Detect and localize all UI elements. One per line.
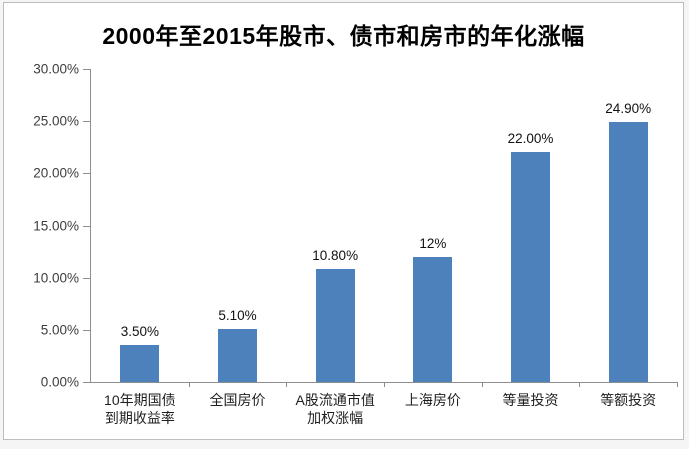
x-axis-category: 等量投资 xyxy=(502,392,559,408)
x-axis-tick xyxy=(579,382,581,387)
bar-value-label: 24.90% xyxy=(605,101,652,116)
y-axis-label: 0.00% xyxy=(40,374,79,390)
y-axis-label: 10.00% xyxy=(33,270,79,286)
bar-value-label: 10.80% xyxy=(312,248,359,263)
x-axis-tick xyxy=(286,382,288,387)
bar xyxy=(510,152,551,382)
y-axis-tick xyxy=(83,329,90,331)
bar-value-label: 12% xyxy=(419,236,447,251)
y-axis-tick xyxy=(83,382,90,383)
bar-value-label: 22.00% xyxy=(507,131,554,146)
bar xyxy=(315,269,355,382)
bar xyxy=(413,257,453,382)
y-axis-tick xyxy=(83,121,90,123)
x-axis-category: 10年期国债 到期收益率 xyxy=(104,392,176,426)
bar-slot: 24.90% xyxy=(579,69,677,382)
chart-canvas: 2000年至2015年股市、债市和房市的年化涨幅 30.00% 25.00% 2… xyxy=(3,2,684,440)
y-axis-label: 5.00% xyxy=(40,322,79,338)
plot-area: 30.00% 25.00% 20.00% 15.00% 10.00% 5.00%… xyxy=(33,62,678,426)
bar xyxy=(608,122,648,382)
y-axis-tick xyxy=(83,225,90,227)
bar-slot: 12% xyxy=(384,69,482,382)
x-axis-category: 等额投资 xyxy=(600,392,657,408)
y-axis-tick xyxy=(83,69,90,70)
x-axis-tick xyxy=(481,382,483,387)
x-axis-tick xyxy=(188,382,190,387)
x-axis-tick xyxy=(384,382,385,387)
bar-value-label: 3.50% xyxy=(120,324,159,339)
y-axis-label: 30.00% xyxy=(33,61,79,77)
x-axis-category: A股流通市值 加权涨幅 xyxy=(295,392,375,426)
bar xyxy=(217,329,258,382)
bar-slot: 3.50% xyxy=(91,69,189,382)
bar xyxy=(120,345,160,382)
y-axis-label: 15.00% xyxy=(33,218,79,233)
y-axis-label: 20.00% xyxy=(33,165,79,181)
y-axis-label: 25.00% xyxy=(33,113,79,129)
bars-row: 3.50% 5.10% 10.80% 12% 22.00% xyxy=(91,69,677,382)
bar-slot: 22.00% xyxy=(482,69,580,382)
x-axis-category-row: 10年期国债 到期收益率 全国房价 A股流通市值 加权涨幅 上海房价 等量投资 … xyxy=(91,391,677,427)
bar-value-label: 5.10% xyxy=(218,308,257,323)
bar-slot: 10.80% xyxy=(286,69,384,382)
y-axis-tick xyxy=(83,277,90,279)
y-axis-tick xyxy=(83,173,90,175)
chart-title: 2000年至2015年股市、债市和房市的年化涨幅 xyxy=(102,23,585,49)
x-axis-category: 全国房价 xyxy=(209,392,266,408)
bar-slot: 5.10% xyxy=(189,69,287,382)
x-axis-tick xyxy=(677,382,678,387)
x-axis-category: 上海房价 xyxy=(404,392,461,408)
